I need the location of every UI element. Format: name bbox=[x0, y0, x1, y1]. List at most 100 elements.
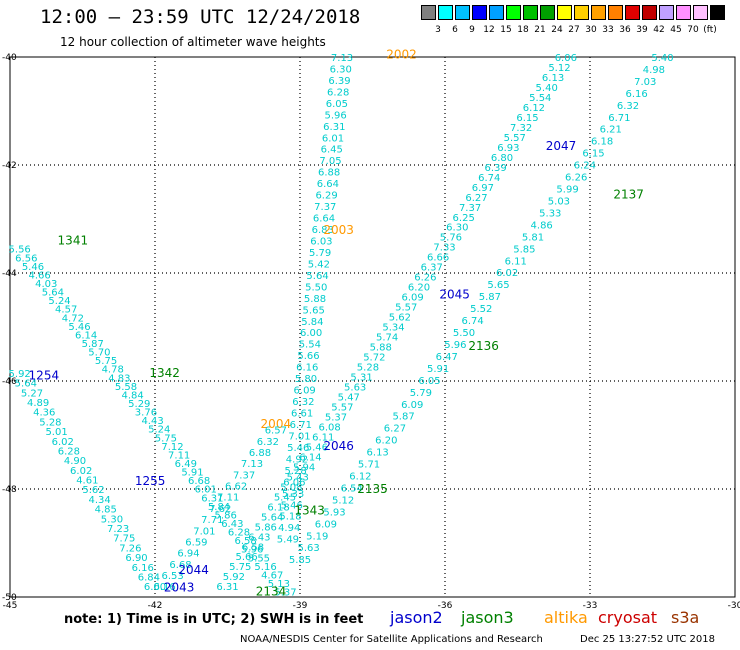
wave-height-value: 5.94 bbox=[293, 462, 315, 473]
wave-height-value: 6.16 bbox=[132, 563, 154, 574]
altimeter-track-map: -42 -39 -36 -33 -42 -44 -46 -48 -40 -50-45 -30 5.49… bbox=[2, 47, 740, 610]
latitude-tick-label: -48 bbox=[2, 485, 17, 495]
color-scale-label: 12 bbox=[483, 25, 495, 35]
wave-height-value: 6.18 bbox=[267, 502, 289, 513]
wave-height-value: 5.64 bbox=[306, 271, 328, 282]
wave-height-value: 5.96 bbox=[324, 110, 346, 121]
wave-height-value: 7.71 bbox=[201, 515, 223, 526]
wave-height-value: 5.84 bbox=[301, 317, 323, 328]
wave-height-value: 6.32 bbox=[617, 101, 639, 112]
wave-height-value: 5.18 bbox=[279, 512, 301, 523]
wave-height-value: 5.99 bbox=[556, 185, 578, 196]
wave-height-value: 5.12 bbox=[548, 63, 570, 74]
pass-time-label: 1255 bbox=[135, 474, 166, 488]
wave-height-value: 6.06 bbox=[555, 53, 577, 64]
wave-height-value: 7.62 bbox=[209, 504, 231, 515]
wave-height-value: 6.29 bbox=[315, 191, 337, 202]
wave-height-value: 5.75 bbox=[95, 356, 117, 367]
wave-height-value: 6.58 bbox=[234, 536, 256, 547]
pass-time-label: 2002 bbox=[386, 47, 417, 61]
map-frame bbox=[9, 56, 736, 598]
wave-height-value: 6.62 bbox=[225, 482, 247, 493]
wave-height-value: 6.01 bbox=[195, 485, 217, 496]
wave-height-value: 6.16 bbox=[296, 363, 318, 374]
wave-height-value: 5.37 bbox=[274, 588, 296, 599]
wave-height-value: 6.43 bbox=[248, 532, 270, 543]
wave-height-value: 6.16 bbox=[154, 582, 176, 593]
wave-height-value: 5.64 bbox=[261, 512, 283, 523]
longitude-tick-label: -39 bbox=[293, 601, 308, 610]
wave-height-value: 5.46 bbox=[306, 442, 328, 453]
wave-height-value: 5.96 bbox=[241, 545, 263, 556]
wave-height-value: 5.87 bbox=[392, 412, 414, 423]
wave-height-value: 6.43 bbox=[221, 519, 243, 530]
wave-height-value: 6.31 bbox=[323, 122, 345, 133]
wave-height-value: 6.80 bbox=[491, 153, 513, 164]
wave-height-value: 6.94 bbox=[177, 549, 199, 560]
wave-height-value: 4.67 bbox=[261, 570, 283, 581]
wave-height-value: 5.57 bbox=[395, 303, 417, 314]
wave-height-value: 6.66 bbox=[427, 253, 449, 264]
wave-height-value: 5.28 bbox=[39, 417, 61, 428]
wave-height-value: 5.37 bbox=[325, 412, 347, 423]
pass-time-label: 2044 bbox=[178, 563, 209, 577]
wave-height-value: 6.21 bbox=[600, 125, 622, 136]
legend-altika: altika bbox=[544, 608, 588, 627]
color-scale-label: 18 bbox=[517, 25, 529, 35]
wave-height-value: 5.19 bbox=[306, 531, 328, 542]
wave-height-value: 5.62 bbox=[82, 485, 104, 496]
wave-height-value: 4.66 bbox=[28, 270, 50, 281]
pass-time-label: 2134 bbox=[256, 585, 287, 599]
wave-height-value: 5.43 bbox=[287, 472, 309, 483]
wave-height-value: 4.86 bbox=[531, 220, 553, 231]
color-scale-label: 30 bbox=[585, 25, 597, 35]
wave-height-value: 5.50 bbox=[305, 282, 327, 293]
wave-height-value: 5.80 bbox=[295, 374, 317, 385]
wave-height-value: 5.46 bbox=[287, 443, 309, 454]
wave-height-value: 7.37 bbox=[233, 470, 255, 481]
wave-height-value: 6.06 bbox=[283, 477, 305, 488]
color-scale-label: (ft) bbox=[703, 25, 717, 35]
wave-height-value: 5.76 bbox=[440, 233, 462, 244]
wave-height-value: 5.13 bbox=[268, 579, 290, 590]
wave-height-value: 6.11 bbox=[505, 256, 527, 267]
wave-height-value: 6.64 bbox=[317, 179, 339, 190]
wave-height-value: 4.36 bbox=[33, 408, 55, 419]
wave-height-value: 4.57 bbox=[55, 305, 77, 316]
wave-height-value: 4.72 bbox=[62, 313, 84, 324]
wave-height-value: 6.26 bbox=[414, 273, 436, 284]
pass-time-label: 2045 bbox=[439, 288, 470, 302]
wave-height-value: 6.01 bbox=[322, 133, 344, 144]
wave-height-value: 6.24 bbox=[574, 161, 596, 172]
wave-height-value: 5.24 bbox=[48, 296, 70, 307]
wave-height-value: 5.81 bbox=[522, 232, 544, 243]
wave-height-value: 5.57 bbox=[504, 133, 526, 144]
color-swatch bbox=[540, 5, 555, 20]
wave-height-value: 5.24 bbox=[148, 425, 170, 436]
wave-height-value: 6.57 bbox=[265, 426, 287, 437]
wave-height-value: 5.79 bbox=[410, 388, 432, 399]
wave-height-value: 5.46 bbox=[281, 500, 303, 511]
color-scale-label: 6 bbox=[452, 25, 458, 35]
color-swatch bbox=[676, 5, 691, 20]
wave-height-value: 6.64 bbox=[313, 214, 335, 225]
wave-height-value: 6.68 bbox=[169, 560, 191, 571]
latitude-tick-label: -50 bbox=[2, 593, 17, 603]
wave-height-value: 5.72 bbox=[363, 353, 385, 364]
legend-cryosat: cryosat bbox=[598, 608, 658, 627]
wave-height-value: 4.98 bbox=[643, 65, 665, 76]
map-subtitle: 12 hour collection of altimeter wave hei… bbox=[60, 35, 326, 49]
wave-height-value: 6.31 bbox=[216, 582, 238, 593]
legend-jason2: jason2 bbox=[390, 608, 443, 627]
wave-height-value: 6.45 bbox=[321, 145, 343, 156]
wave-height-value: 4.03 bbox=[35, 279, 57, 290]
pass-time-label: 2043 bbox=[164, 580, 195, 594]
wave-height-value: 6.20 bbox=[408, 283, 430, 294]
wave-height-value: 6.32 bbox=[292, 397, 314, 408]
color-swatch bbox=[438, 5, 453, 20]
wave-height-value: 6.15 bbox=[582, 149, 604, 160]
wave-height-value: 5.88 bbox=[304, 294, 326, 305]
legend-s3a: s3a bbox=[671, 608, 700, 627]
wave-height-value: 4.85 bbox=[95, 505, 117, 516]
wave-height-value: 7.32 bbox=[510, 123, 532, 134]
